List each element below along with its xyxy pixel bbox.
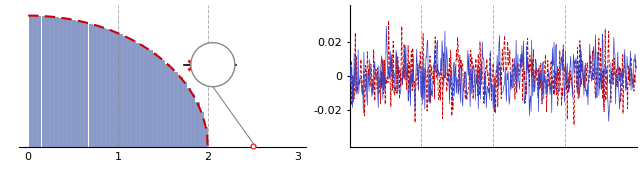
Bar	[174, 72, 177, 147]
Bar	[148, 51, 152, 147]
Bar	[182, 82, 186, 147]
Bar	[33, 16, 36, 147]
Bar	[93, 25, 96, 147]
Bar	[195, 102, 198, 147]
Bar	[88, 24, 92, 147]
Bar	[42, 16, 45, 147]
Bar	[144, 48, 147, 147]
Bar	[187, 88, 190, 147]
Bar	[136, 43, 139, 147]
Bar	[161, 60, 164, 147]
Bar	[200, 112, 203, 147]
Bar	[123, 36, 126, 147]
Bar	[153, 53, 156, 147]
Bar	[67, 19, 70, 147]
Bar	[29, 16, 32, 147]
Bar	[50, 17, 53, 147]
Bar	[54, 17, 58, 147]
Bar	[170, 68, 173, 147]
Bar	[46, 16, 49, 147]
Bar	[80, 21, 83, 147]
Bar	[191, 94, 195, 147]
Bar	[179, 77, 182, 147]
Bar	[76, 21, 79, 147]
Bar	[114, 32, 117, 147]
Bar	[37, 16, 40, 147]
Bar	[131, 40, 134, 147]
Bar	[118, 34, 122, 147]
Bar	[204, 127, 207, 147]
FancyBboxPatch shape	[209, 58, 233, 72]
Bar	[63, 18, 66, 147]
Bar	[157, 57, 160, 147]
Bar	[101, 28, 104, 147]
Bar	[110, 31, 113, 147]
Bar	[127, 38, 130, 147]
Bar	[59, 18, 62, 147]
Bar	[166, 64, 169, 147]
Bar	[72, 20, 75, 147]
Bar	[97, 26, 100, 147]
Bar	[106, 29, 109, 147]
Bar	[84, 22, 88, 147]
Bar	[140, 45, 143, 147]
